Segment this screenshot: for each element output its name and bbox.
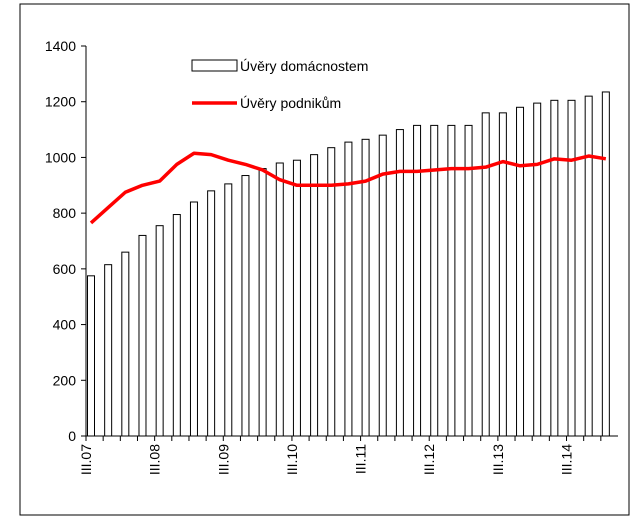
y-tick-label: 1200: [45, 94, 76, 110]
bar: [292, 159, 301, 437]
y-tick-label: 1000: [45, 149, 76, 165]
y-tick-label: 200: [53, 372, 77, 388]
x-tick-label: III.07: [78, 444, 94, 475]
bar: [481, 112, 490, 437]
bar: [258, 168, 267, 437]
y-tick-label: 400: [53, 317, 77, 333]
bar: [172, 214, 181, 437]
bar: [378, 134, 387, 437]
x-tick-label: III.09: [215, 444, 231, 475]
bar: [344, 141, 353, 437]
bar: [207, 190, 216, 437]
y-tick-label: 0: [68, 428, 76, 444]
bar: [121, 251, 130, 437]
bar: [361, 138, 370, 437]
x-tick-label: III.14: [559, 444, 575, 475]
bar: [310, 154, 319, 437]
bar: [601, 91, 610, 437]
bar: [584, 95, 593, 437]
bar: [567, 99, 576, 437]
bar: [275, 162, 284, 437]
bar: [224, 183, 233, 437]
bar: [87, 275, 95, 437]
bar: [464, 124, 473, 437]
x-tick-label: III.10: [284, 444, 300, 475]
legend-label: Úvěry podnikům: [240, 95, 341, 111]
legend-label: Úvěry domácnostem: [240, 58, 368, 74]
bar: [241, 175, 250, 437]
x-tick-label: III.13: [490, 444, 506, 475]
bar: [550, 99, 559, 437]
bar: [327, 147, 336, 437]
x-tick-label: III.08: [147, 444, 163, 475]
x-tick-label: III.11: [353, 444, 369, 474]
line: [89, 151, 607, 225]
bar: [430, 124, 439, 437]
bar: [516, 106, 525, 437]
bar: [104, 264, 113, 437]
bar: [533, 102, 542, 437]
legend-swatch: [191, 59, 238, 72]
bar: [447, 124, 456, 437]
bar: [395, 129, 404, 437]
x-tick-label: III.12: [421, 444, 437, 475]
bar: [189, 201, 198, 437]
bar: [138, 234, 147, 437]
y-tick-label: 600: [53, 261, 77, 277]
y-tick-label: 1400: [45, 38, 76, 54]
bar: [155, 225, 164, 437]
y-tick-label: 800: [53, 205, 77, 221]
